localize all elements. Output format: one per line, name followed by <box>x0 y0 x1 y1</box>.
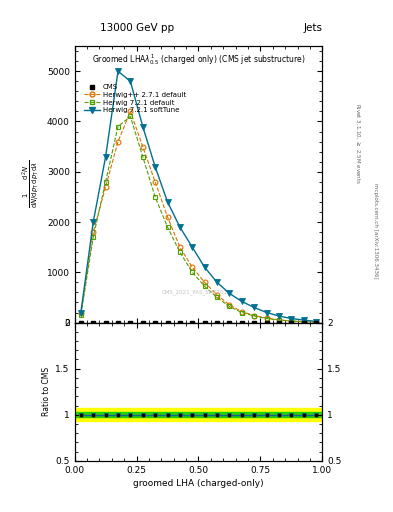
Text: Rivet 3.1.10, $\geq$ 2.5M events: Rivet 3.1.10, $\geq$ 2.5M events <box>354 103 361 184</box>
Text: CMS_2021_PAS_SMP20187: CMS_2021_PAS_SMP20187 <box>162 289 235 295</box>
Y-axis label: $\frac{1}{\mathrm{d}N/\mathrm{d}p_{\mathrm{T}}}\frac{\mathrm{d}^2N}{\mathrm{d}p_: $\frac{1}{\mathrm{d}N/\mathrm{d}p_{\math… <box>20 160 41 208</box>
Text: mcplots.cern.ch [arXiv:1306.3436]: mcplots.cern.ch [arXiv:1306.3436] <box>373 183 378 278</box>
Bar <box>75 408 322 421</box>
Bar <box>75 412 322 417</box>
X-axis label: groomed LHA (charged-only): groomed LHA (charged-only) <box>133 479 264 488</box>
Y-axis label: Ratio to CMS: Ratio to CMS <box>42 367 51 416</box>
Text: Groomed LHA$\lambda^{1}_{0.5}$ (charged only) (CMS jet substructure): Groomed LHA$\lambda^{1}_{0.5}$ (charged … <box>92 52 305 67</box>
Legend: CMS, Herwig++ 2.7.1 default, Herwig 7.2.1 default, Herwig 7.2.1 softTune: CMS, Herwig++ 2.7.1 default, Herwig 7.2.… <box>83 83 187 115</box>
Text: 13000 GeV pp: 13000 GeV pp <box>101 23 174 33</box>
Text: Jets: Jets <box>303 23 322 33</box>
